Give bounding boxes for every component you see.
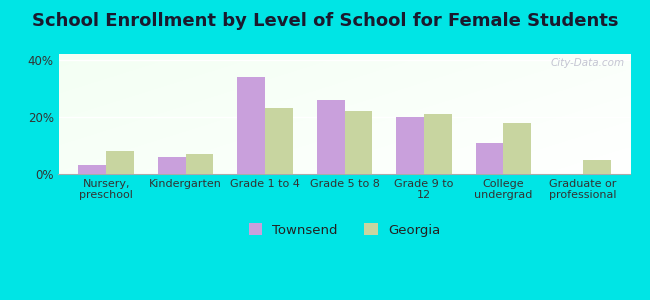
Bar: [424, 114, 452, 174]
Bar: [265, 108, 293, 174]
Bar: [158, 157, 186, 174]
Bar: [476, 142, 503, 174]
Bar: [79, 165, 106, 174]
Bar: [237, 77, 265, 174]
Bar: [186, 154, 213, 174]
Legend: Townsend, Georgia: Townsend, Georgia: [243, 218, 446, 242]
Bar: [503, 123, 531, 174]
Bar: [317, 100, 345, 174]
Bar: [396, 117, 424, 174]
Text: School Enrollment by Level of School for Female Students: School Enrollment by Level of School for…: [32, 12, 618, 30]
Bar: [583, 160, 610, 174]
Text: City-Data.com: City-Data.com: [551, 58, 625, 68]
Bar: [106, 151, 134, 174]
Bar: [344, 111, 372, 174]
